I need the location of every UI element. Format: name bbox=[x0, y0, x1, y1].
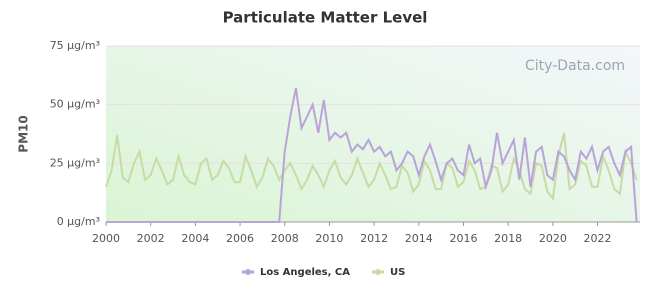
x-tick-label: 2010 bbox=[315, 232, 343, 245]
x-tick-label: 2008 bbox=[271, 232, 299, 245]
legend-marker bbox=[375, 269, 381, 275]
x-tick-label: 2004 bbox=[181, 232, 209, 245]
x-tick-label: 2018 bbox=[494, 232, 522, 245]
x-tick-label: 2020 bbox=[539, 232, 567, 245]
x-tick-label: 2002 bbox=[137, 232, 165, 245]
y-axis-label: PM10 bbox=[17, 115, 31, 152]
data-line bbox=[105, 132, 638, 201]
legend-label: Los Angeles, CA bbox=[260, 267, 350, 278]
x-tick-label: 2012 bbox=[360, 232, 388, 245]
y-tick-label: 75 μg/m³ bbox=[50, 39, 100, 52]
x-tick-label: 2000 bbox=[92, 232, 120, 245]
x-tick-label: 2022 bbox=[584, 232, 612, 245]
plot-area bbox=[106, 46, 640, 222]
legend-label: US bbox=[390, 267, 405, 278]
x-tick-label: 2006 bbox=[226, 232, 254, 245]
y-tick-label: 0 μg/m³ bbox=[57, 215, 100, 228]
legend-marker bbox=[245, 269, 251, 275]
chart-title: Particulate Matter Level bbox=[223, 9, 428, 27]
data-line bbox=[106, 88, 638, 223]
y-tick-label: 25 μg/m³ bbox=[50, 156, 100, 169]
y-tick-label: 50 μg/m³ bbox=[50, 98, 100, 111]
x-tick-label: 2016 bbox=[449, 232, 477, 245]
watermark: City-Data.com bbox=[525, 58, 625, 74]
x-tick-label: 2014 bbox=[405, 232, 433, 245]
